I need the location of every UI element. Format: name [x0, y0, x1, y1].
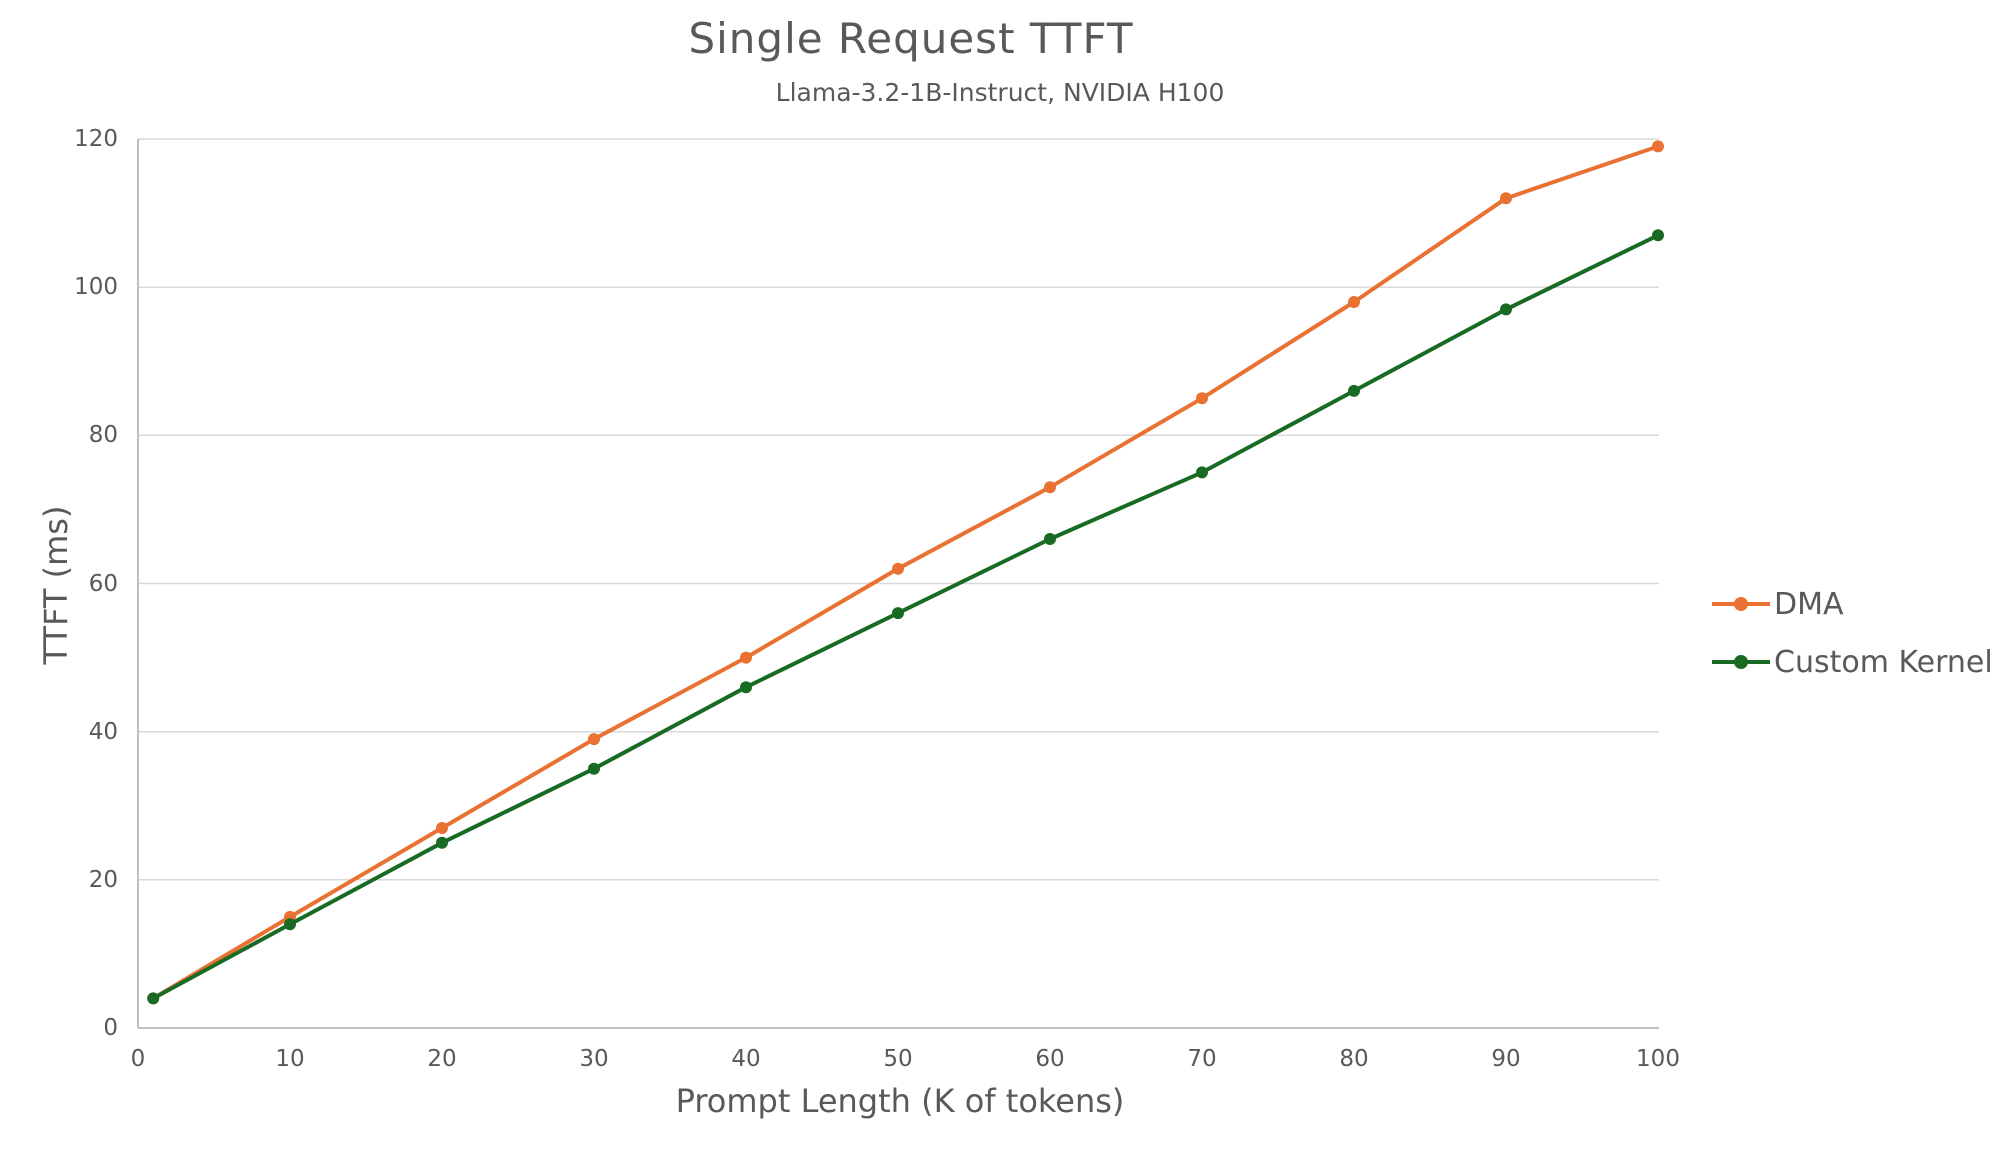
data-point-custom-kernel-x70 [1196, 466, 1208, 479]
y-tick-label-120: 120 [74, 126, 118, 152]
data-point-dma-x90 [1500, 192, 1512, 205]
data-point-dma-x80 [1348, 296, 1360, 308]
data-point-dma-x60 [1044, 481, 1056, 494]
y-tick-label-100: 100 [74, 274, 118, 301]
x-tick-label-40: 40 [731, 1046, 761, 1072]
data-point-custom-kernel-x40 [740, 681, 752, 694]
x-tick-label-10: 10 [275, 1046, 305, 1072]
data-point-custom-kernel-x10 [284, 918, 296, 931]
data-point-dma-x20 [436, 822, 448, 834]
data-point-dma-x30 [588, 733, 600, 746]
data-point-custom-kernel-x60 [1044, 533, 1056, 545]
x-tick-label-80: 80 [1339, 1046, 1369, 1072]
legend-label-custom-kernel: Custom Kernel [1774, 644, 1993, 680]
x-axis-title: Prompt Length (K of tokens) [675, 1082, 1125, 1120]
series-line-1 [151, 233, 1660, 1001]
y-tick-label-20: 20 [88, 866, 118, 893]
data-point-dma-x50 [892, 562, 904, 575]
y-tick-label-80: 80 [88, 422, 118, 449]
legend-item-dma: DMA [1712, 586, 1993, 622]
legend-label-dma: DMA [1774, 586, 1844, 622]
x-tick-label-20: 20 [427, 1046, 457, 1072]
x-tick-label-0: 0 [130, 1046, 146, 1072]
y-tick-label-40: 40 [88, 718, 118, 745]
data-point-dma-x100 [1652, 140, 1664, 153]
data-point-dma-x40 [740, 651, 752, 664]
x-tick-label-30: 30 [579, 1046, 609, 1072]
data-point-custom-kernel-x90 [1500, 303, 1512, 316]
x-tick-label-70: 70 [1187, 1046, 1217, 1072]
data-point-custom-kernel-x80 [1348, 384, 1360, 397]
y-tick-label-60: 60 [88, 570, 118, 597]
dma-series-marker-icon [1712, 597, 1770, 611]
data-point-custom-kernel-x100 [1652, 229, 1664, 242]
chart-title: Single Request TTFT [688, 14, 1134, 63]
x-tick-label-60: 60 [1035, 1046, 1065, 1072]
x-tick-label-90: 90 [1491, 1046, 1521, 1072]
x-tick-label-50: 50 [883, 1046, 913, 1072]
data-point-custom-kernel-x50 [892, 607, 904, 620]
data-point-custom-kernel-x1 [147, 992, 160, 1005]
series-line-0 [151, 144, 1660, 1001]
legend: DMA Custom Kernel [1712, 586, 1993, 680]
data-point-custom-kernel-x30 [588, 762, 600, 775]
data-point-dma-x70 [1196, 392, 1208, 405]
chart-subtitle: Llama-3.2-1B-Instruct, NVIDIA H100 [775, 78, 1225, 107]
y-tick-label-0: 0 [103, 1015, 118, 1041]
legend-item-custom-kernel: Custom Kernel [1712, 644, 1993, 680]
x-tick-label-100: 100 [1636, 1046, 1680, 1072]
data-point-custom-kernel-x20 [436, 836, 448, 849]
custom-kernel-series-marker-icon [1712, 655, 1770, 669]
